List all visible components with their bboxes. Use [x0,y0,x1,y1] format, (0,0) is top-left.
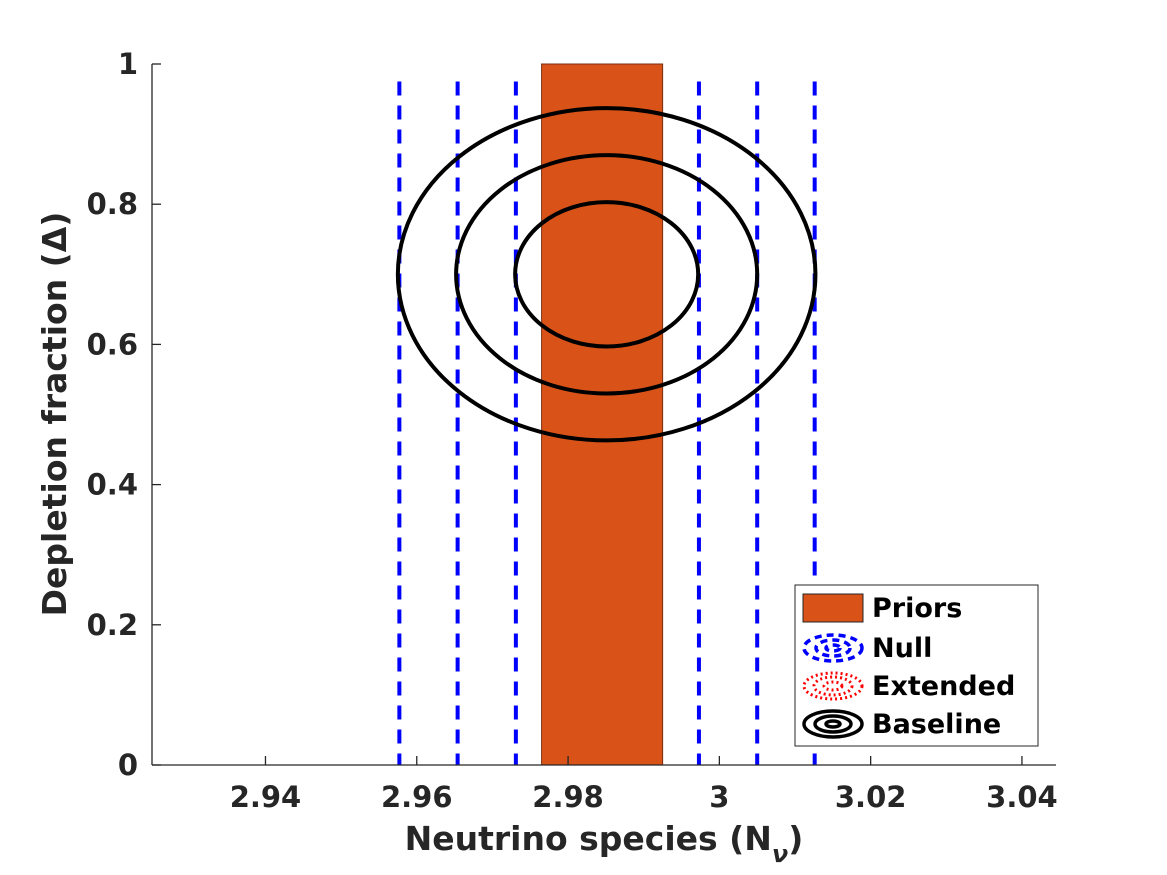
baseline-contour-1 [513,200,701,349]
legend-swatch-priors [802,593,864,623]
y-tick-label: 0 [118,748,138,782]
baseline-contour-3 [395,106,818,443]
legend-swatch-null [802,633,864,663]
x-tick-label: 3 [709,780,729,814]
legend-entry-extended: Extended [802,671,1015,702]
x-ticks: 2.94 2.96 2.98 3 3.02 3.04 [230,756,1058,814]
x-tick-label: 3.04 [986,780,1058,814]
legend-swatch-extended [802,671,864,701]
y-tick-label: 0.4 [87,468,138,502]
legend-entry-baseline: Baseline [802,709,1001,740]
legend-label-extended: Extended [872,671,1015,702]
legend-label-baseline: Baseline [872,709,1001,740]
x-axis-label: Neutrino species (Nν) [405,819,804,868]
baseline-contours-layer [395,106,818,443]
legend-label-null: Null [872,633,932,664]
baseline-contour-2 [454,153,760,396]
y-tick-label: 0.8 [87,187,138,221]
y-ticks: 0 0.2 0.4 0.6 0.8 1 [87,47,161,782]
y-tick-label: 0.2 [87,608,138,642]
axes [151,64,1056,766]
y-axis-label: Depletion fraction (Δ) [35,212,74,617]
x-tick-label: 2.96 [381,780,453,814]
legend-entry-null: Null [802,633,932,664]
prior-band-layer [541,63,664,766]
legend-entry-priors: Priors [802,593,962,624]
prior-band [541,63,664,766]
y-tick-label: 1 [118,47,138,81]
legend-label-priors: Priors [872,593,962,624]
x-tick-label: 3.02 [835,780,907,814]
x-tick-label: 2.98 [532,780,604,814]
legend: Priors Null Extended Baseline [794,584,1039,747]
x-tick-label: 2.94 [230,780,302,814]
y-tick-label: 0.6 [87,327,138,361]
legend-swatch-baseline [802,709,864,739]
